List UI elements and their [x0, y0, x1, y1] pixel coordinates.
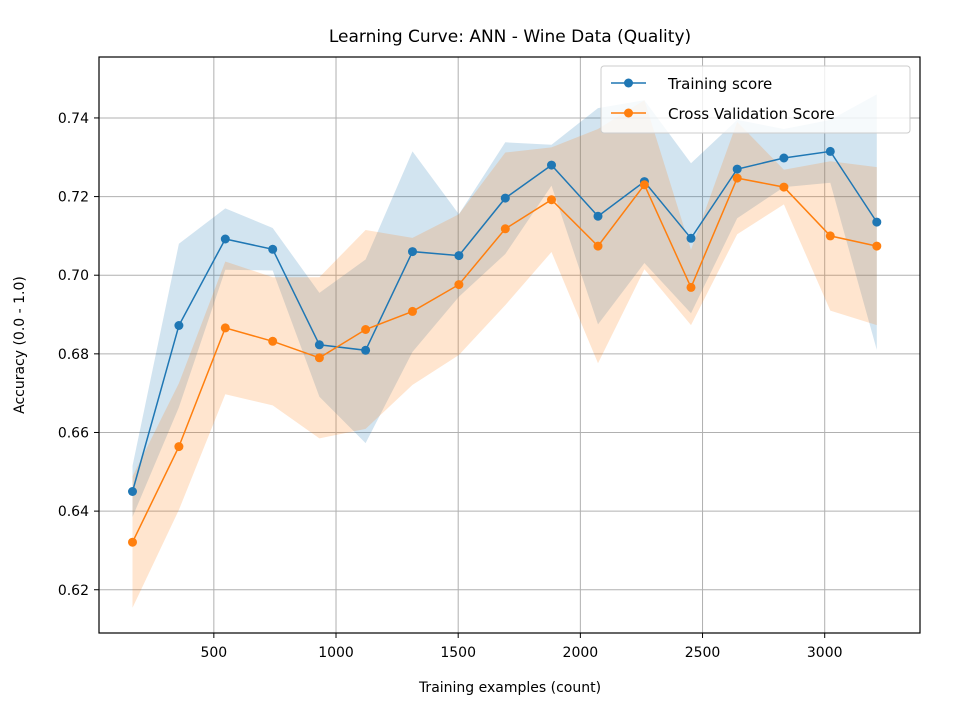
point-cross-validation	[872, 241, 882, 251]
x-axis-label: Training examples (count)	[418, 680, 601, 696]
point-training	[593, 211, 603, 221]
y-tick-label: 0.62	[58, 583, 89, 599]
legend-label-training: Training score	[667, 75, 772, 93]
point-cross-validation	[686, 282, 696, 292]
point-training	[128, 487, 137, 496]
point-training	[268, 244, 278, 254]
point-training	[314, 340, 324, 350]
y-tick-label: 0.70	[58, 268, 89, 284]
point-cross-validation	[408, 306, 417, 316]
point-training	[361, 345, 371, 355]
x-tick-label: 1500	[440, 645, 476, 661]
point-cross-validation	[314, 353, 324, 363]
legend-marker-cross-validation	[624, 108, 633, 118]
point-cross-validation	[268, 336, 278, 346]
series-points	[128, 146, 882, 547]
y-tick-label: 0.74	[58, 111, 89, 127]
point-training	[220, 234, 230, 244]
legend-box	[600, 65, 911, 134]
x-axis-ticks: 500 1000 1500 2000 2500 3000	[200, 633, 843, 661]
point-training	[686, 233, 696, 243]
point-cross-validation	[220, 323, 230, 333]
point-cross-validation	[454, 280, 464, 290]
band-training	[132, 94, 877, 518]
chart-title: Learning Curve: ANN - Wine Data (Quality…	[329, 27, 691, 47]
point-training	[500, 193, 510, 203]
point-cross-validation	[174, 442, 184, 452]
plot-frame	[98, 56, 921, 634]
legend-label-cross-validation: Cross Validation Score	[668, 105, 835, 123]
point-training	[408, 247, 417, 257]
x-tick-label: 500	[200, 645, 227, 661]
legend: Training score Cross Validation Score	[600, 65, 911, 134]
point-training	[825, 146, 835, 156]
x-tick-label: 2500	[685, 645, 721, 661]
y-tick-label: 0.72	[58, 190, 89, 206]
point-training	[454, 251, 464, 261]
legend-marker-training	[624, 78, 633, 88]
x-tick-label: 2000	[563, 645, 599, 661]
point-training	[547, 160, 556, 170]
y-tick-label: 0.66	[58, 425, 89, 441]
y-axis-ticks: 0.62 0.64 0.66 0.68 0.70 0.72 0.74	[58, 111, 99, 599]
point-cross-validation	[779, 182, 789, 192]
point-cross-validation	[361, 325, 371, 334]
point-cross-validation	[639, 180, 649, 190]
point-cross-validation	[547, 195, 556, 205]
x-tick-label: 3000	[807, 645, 843, 661]
point-cross-validation	[500, 224, 510, 234]
x-tick-label: 1000	[318, 645, 354, 661]
grid-lines	[99, 57, 920, 633]
point-training	[174, 321, 184, 330]
y-tick-label: 0.68	[58, 347, 89, 363]
point-cross-validation	[128, 537, 137, 547]
point-training	[779, 153, 789, 163]
y-tick-label: 0.64	[58, 504, 89, 520]
y-axis-label: Accuracy (0.0 - 1.0)	[12, 276, 28, 414]
point-cross-validation	[593, 241, 603, 251]
point-training	[732, 164, 742, 174]
point-cross-validation	[825, 231, 835, 241]
point-cross-validation	[732, 173, 742, 183]
point-training	[872, 217, 882, 227]
